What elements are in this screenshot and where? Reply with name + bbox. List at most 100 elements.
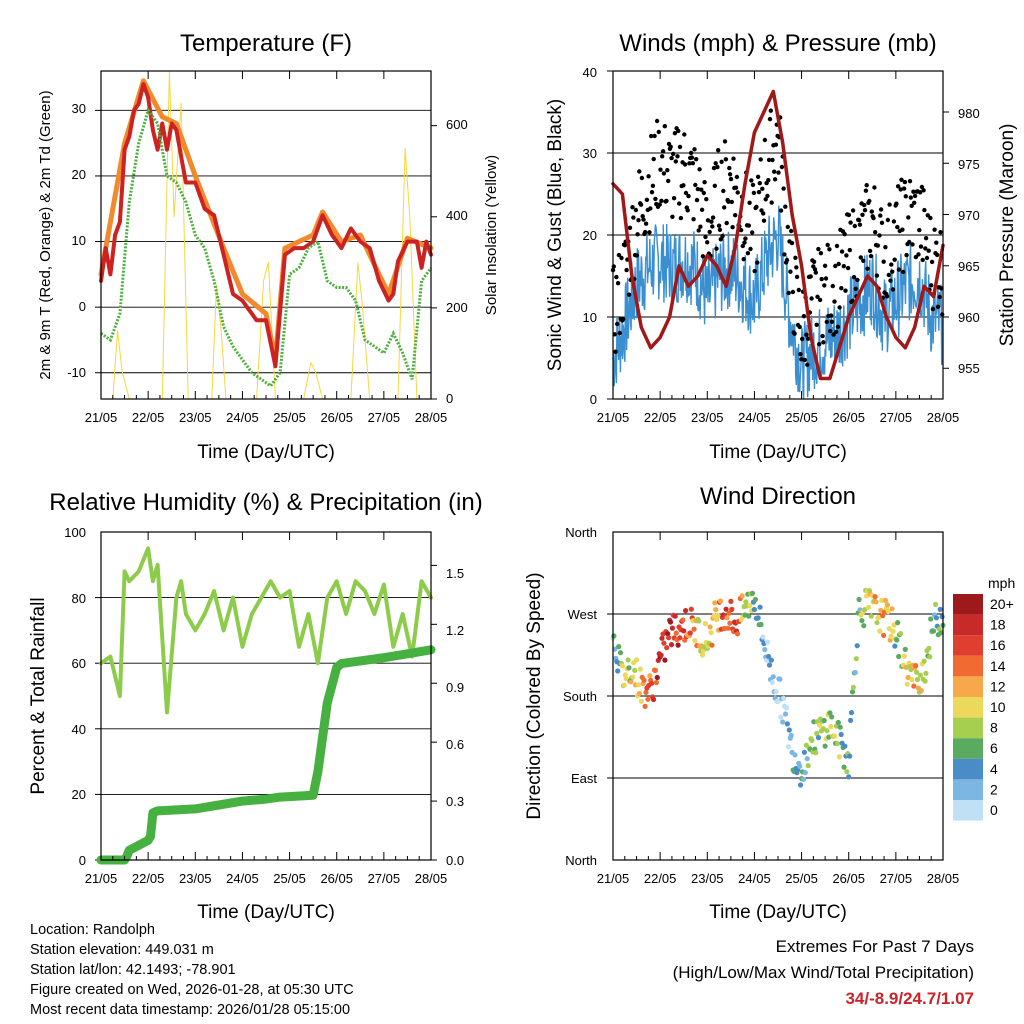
gust-point (688, 150, 694, 156)
direction-point (804, 756, 810, 762)
gust-point (879, 220, 885, 225)
gust-point (635, 232, 640, 237)
direction-point (659, 635, 665, 641)
direction-point (755, 615, 761, 621)
direction-point (757, 604, 763, 610)
dir-tick-west: West (568, 607, 598, 622)
dir-tick-east: East (571, 771, 597, 786)
gust-point (699, 187, 704, 192)
gust-point (878, 213, 883, 218)
gust-point (887, 202, 892, 207)
gust-point (734, 174, 740, 180)
gust-point (800, 336, 805, 342)
gust-point (705, 240, 710, 245)
direction-point (650, 696, 657, 703)
direction-point (643, 689, 649, 696)
direction-point (725, 625, 731, 631)
gust-point (760, 186, 765, 191)
direction-point (805, 763, 811, 769)
direction-point (815, 735, 822, 741)
legend-label: 0 (990, 802, 998, 818)
gust-point (657, 202, 662, 207)
extremes-values: 34/-8.9/24.7/1.07 (845, 989, 974, 1008)
gust-point (687, 161, 692, 166)
x-tick-label: 21/05 (597, 410, 630, 425)
gust-point (869, 209, 874, 214)
extremes-subtitle: (High/Low/Max Wind/Total Precipitation) (672, 963, 974, 982)
direction-point (726, 610, 732, 616)
x-tick-label: 25/05 (273, 410, 306, 425)
winds-title: Winds (mph) & Pressure (mb) (619, 30, 936, 57)
gust-point (928, 215, 933, 221)
gust-point (811, 259, 817, 264)
direction-point (683, 608, 689, 614)
gust-point (761, 218, 767, 223)
gust-point (789, 240, 795, 246)
gust-point (682, 132, 687, 137)
precip-tick-0.0: 0.0 (446, 853, 464, 868)
direction-point (884, 602, 891, 608)
legend-label: 4 (990, 761, 998, 777)
temperature-ylabel-left: 2m & 9m T (Red, Orange) & 2m Td (Green) (37, 90, 54, 379)
direction-point (621, 682, 627, 688)
direction-point (728, 598, 734, 605)
direction-point (881, 632, 887, 639)
gust-point (705, 218, 711, 223)
gust-point (697, 167, 702, 172)
gust-point (677, 201, 682, 206)
precip-tick-0.6: 0.6 (446, 737, 464, 752)
precip-tick-0.9: 0.9 (446, 680, 464, 695)
direction-point (758, 621, 764, 628)
gust-point (670, 214, 675, 219)
direction-point (811, 719, 817, 725)
direction-point (846, 774, 852, 780)
gust-point (829, 319, 835, 324)
direction-title: Wind Direction (700, 483, 856, 510)
direction-point (802, 770, 808, 776)
direction-point (798, 782, 804, 788)
gust-point (727, 165, 732, 171)
location-line: Location: Randolph (30, 922, 155, 938)
direction-point (762, 647, 768, 653)
direction-point (780, 719, 786, 725)
gust-point (643, 229, 648, 235)
gust-point (894, 201, 899, 206)
recent-line: Most recent data timestamp: 2026/01/28 0… (30, 1002, 351, 1018)
gust-point (911, 189, 916, 194)
gust-point (845, 265, 851, 271)
x-tick-label: 22/05 (132, 410, 165, 425)
direction-point (834, 741, 841, 747)
direction-point (681, 628, 687, 634)
direction-point (877, 628, 883, 634)
direction-point (746, 613, 752, 619)
direction-point (778, 714, 784, 720)
pres-tick-980: 980 (958, 106, 980, 121)
direction-point (769, 679, 775, 686)
gust-point (709, 219, 714, 224)
direction-point (888, 633, 894, 640)
direction-point (849, 689, 856, 695)
direction-point (932, 601, 939, 608)
gust-point (639, 175, 645, 181)
gust-point (908, 195, 913, 200)
direction-point (675, 642, 681, 648)
direction-point (797, 763, 803, 769)
gust-point (653, 196, 658, 202)
gust-point (884, 294, 890, 299)
gust-point (783, 204, 788, 209)
gust-point (789, 228, 794, 234)
gust-point (694, 197, 700, 203)
direction-point (856, 596, 862, 603)
direction-point (770, 674, 776, 680)
direction-point (760, 634, 766, 640)
direction-point (862, 607, 868, 613)
gust-point (631, 215, 636, 220)
x-tick-label: 26/05 (832, 410, 865, 425)
x-tick-label: 22/05 (644, 410, 677, 425)
x-tick-label: 27/05 (368, 871, 401, 886)
direction-point (809, 737, 815, 744)
direction-point (777, 676, 783, 682)
gust-point (895, 224, 900, 230)
gust-point (822, 263, 828, 268)
